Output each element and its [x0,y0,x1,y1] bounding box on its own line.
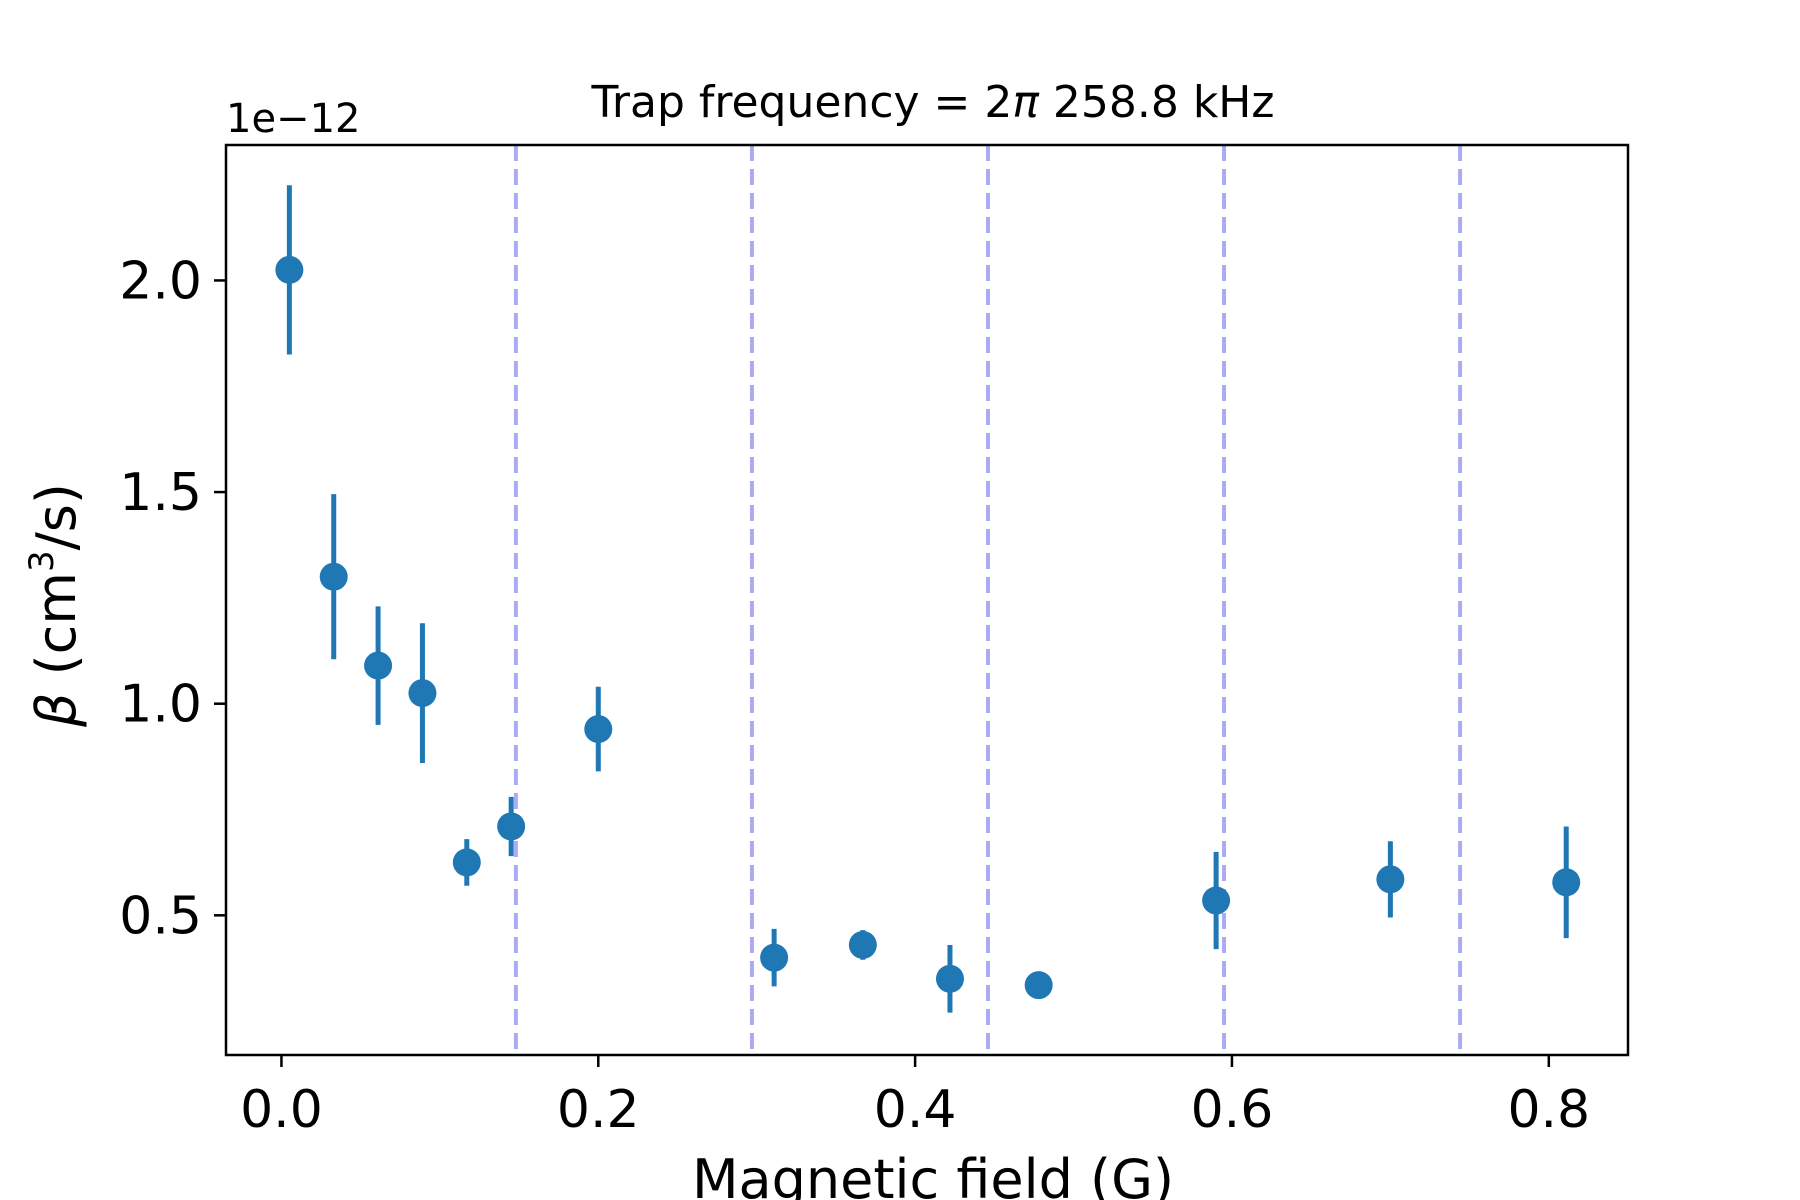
data-point [848,930,877,959]
data-point [364,651,393,680]
x-axis-label: Magnetic field (G) [692,1148,1174,1200]
data-point [1376,865,1405,894]
data-point [319,562,348,591]
data-point [452,848,481,877]
x-tick-label: 0.6 [1191,1080,1274,1140]
x-tick-label: 0.8 [1507,1080,1590,1140]
data-point [935,964,964,993]
data-point [760,943,789,972]
x-tick-label: 0.0 [240,1080,323,1140]
data-point [497,812,526,841]
chart-title: Trap frequency = 2π 258.8 kHz [590,77,1274,128]
data-point [408,679,437,708]
y-tick-label: 2.0 [119,251,202,311]
x-axis: 0.0 0.2 0.4 0.6 0.8 [240,1055,1590,1140]
data-point [275,255,304,284]
x-tick-label: 0.4 [874,1080,957,1140]
marks-layer [275,185,1581,1013]
y-tick-label: 1.0 [119,675,202,735]
data-point [1202,886,1231,915]
data-point [1552,868,1581,897]
plot-area-frame [224,143,1630,1057]
y-tick-label: 0.5 [119,886,202,946]
x-tick-label: 0.2 [557,1080,640,1140]
data-point [1024,971,1053,1000]
y-tick-label: 1.5 [119,463,202,523]
data-point [584,715,613,744]
y-axis: 0.5 1.0 1.5 2.0 [119,251,226,946]
y-axis-label: β (cm3/s) [22,483,88,728]
y-offset-label: 1e−12 [226,96,360,142]
